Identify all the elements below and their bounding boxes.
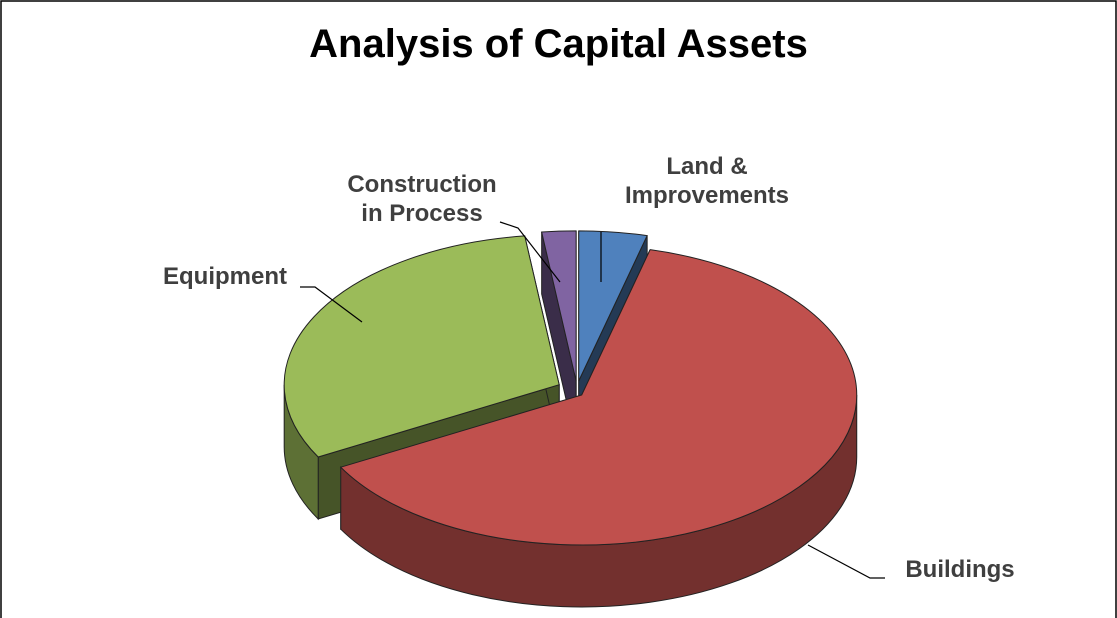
slice-label: Construction in Process — [347, 171, 497, 227]
slice — [283, 235, 560, 458]
slice-label: Equipment — [163, 263, 287, 290]
slice-label: Buildings — [905, 556, 1015, 583]
slice — [578, 230, 648, 382]
slice-label: Land & Improvements — [624, 153, 790, 209]
leader-line — [807, 544, 885, 579]
chart-title: Analysis of Capital Assets — [309, 22, 808, 66]
leader-line — [300, 286, 363, 323]
slice — [339, 249, 858, 546]
leader-line — [499, 221, 561, 283]
slice — [541, 230, 577, 381]
